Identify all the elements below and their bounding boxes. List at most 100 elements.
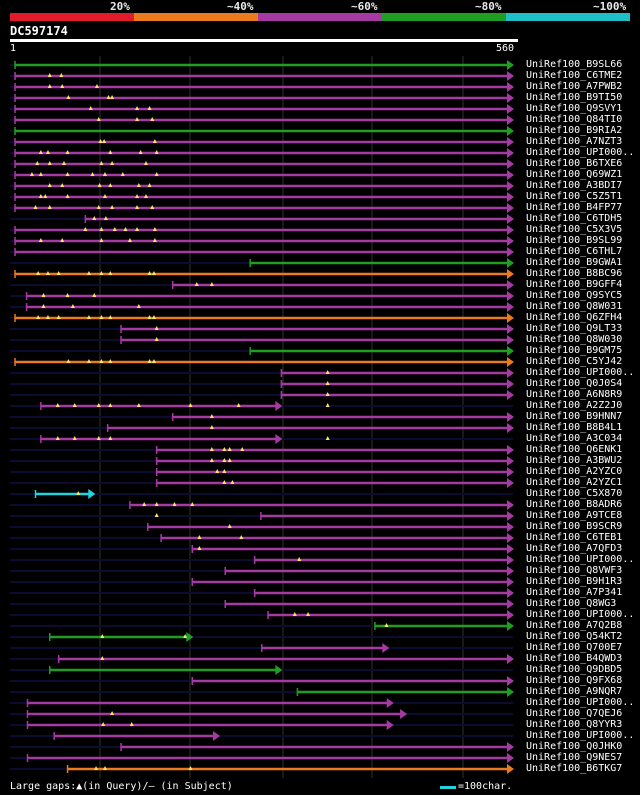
hit-link[interactable]: UniRef100_UPI000..: [526, 609, 635, 620]
hit-link[interactable]: UniRef100_C5YJ42: [526, 356, 623, 367]
query-gap-marker: [108, 403, 113, 407]
hit-link[interactable]: UniRef100_B6TXE6: [526, 158, 623, 169]
hit-link[interactable]: UniRef100_B8ADR6: [526, 499, 623, 510]
hit-link[interactable]: UniRef100_B9RIA2: [526, 125, 623, 136]
query-gap-marker: [72, 403, 77, 407]
hit-link[interactable]: UniRef100_A3BDI7: [526, 180, 623, 191]
hit-link[interactable]: UniRef100_Q9DBD5: [526, 664, 623, 675]
hit-link[interactable]: UniRef100_B4QWD3: [526, 653, 623, 664]
query-gap-marker: [100, 656, 105, 660]
hit-link[interactable]: UniRef100_Q6ENK1: [526, 444, 623, 455]
query-gap-marker: [43, 194, 48, 198]
hit-link[interactable]: UniRef100_Q8WG3: [526, 598, 617, 609]
hit-link[interactable]: UniRef100_A9NQR7: [526, 686, 623, 697]
hit-link[interactable]: UniRef100_UPI000..: [526, 367, 635, 378]
hit-link[interactable]: UniRef100_Q700E7: [526, 642, 623, 653]
hit-link[interactable]: UniRef100_B8BC96: [526, 268, 623, 279]
hit-link[interactable]: UniRef100_Q9LT33: [526, 323, 623, 334]
query-gap-marker: [120, 172, 125, 176]
hit-link[interactable]: UniRef100_Q0JHK0: [526, 741, 623, 752]
query-gap-marker: [108, 436, 113, 440]
hit-link[interactable]: UniRef100_Q84TI0: [526, 114, 623, 125]
query-gap-marker: [110, 711, 115, 715]
hit-link[interactable]: UniRef100_C6TDH5: [526, 213, 623, 224]
query-gap-marker: [136, 304, 141, 308]
hit-link[interactable]: UniRef100_B9SL99: [526, 235, 623, 246]
hit-link[interactable]: UniRef100_A7P341: [526, 587, 623, 598]
hit-end-arrow: [386, 720, 394, 730]
hit-link[interactable]: UniRef100_A2YZC1: [526, 477, 623, 488]
hit-link[interactable]: UniRef100_UPI000..: [526, 730, 635, 741]
hit-link[interactable]: UniRef100_B9HNN7: [526, 411, 623, 422]
hit-link[interactable]: UniRef100_A7PWB2: [526, 81, 623, 92]
hit-link[interactable]: UniRef100_Q8YYR3: [526, 719, 623, 730]
hit-link[interactable]: UniRef100_C5X3V5: [526, 224, 623, 235]
hit-link[interactable]: UniRef100_A9TCE8: [526, 510, 623, 521]
hit-link[interactable]: UniRef100_Q9SVY1: [526, 103, 623, 114]
hit-link[interactable]: UniRef100_Q8W031: [526, 301, 623, 312]
hit-end-arrow: [507, 368, 514, 378]
hit-link[interactable]: UniRef100_B6TKG7: [526, 763, 623, 774]
hit-link[interactable]: UniRef100_UPI000..: [526, 554, 635, 565]
hit-link[interactable]: UniRef100_UPI000..: [526, 697, 635, 708]
hit-link[interactable]: UniRef100_A7Q2B8: [526, 620, 623, 631]
hit-link[interactable]: UniRef100_A7NZT3: [526, 136, 623, 147]
hit-link[interactable]: UniRef100_Q9SYC5: [526, 290, 623, 301]
hit-link[interactable]: UniRef100_Q9FX68: [526, 675, 623, 686]
hit-link[interactable]: UniRef100_A3BWU2: [526, 455, 623, 466]
hit-link[interactable]: UniRef100_Q9NES7: [526, 752, 623, 763]
hit-link[interactable]: UniRef100_UPI000..: [526, 147, 635, 158]
hit-link[interactable]: UniRef100_C5X870: [526, 488, 623, 499]
query-gap-marker: [66, 95, 71, 99]
hit-link[interactable]: UniRef100_Q69WZ1: [526, 169, 623, 180]
hit-link[interactable]: UniRef100_Q8W030: [526, 334, 623, 345]
hit-link[interactable]: UniRef100_B4FP77: [526, 202, 623, 213]
query-gap-marker: [97, 183, 102, 187]
query-gap-marker: [60, 84, 65, 88]
hit-end-arrow: [507, 478, 514, 488]
hit-end-arrow: [507, 159, 514, 169]
hit-link[interactable]: UniRef100_Q0J0S4: [526, 378, 623, 389]
hit-link[interactable]: UniRef100_A6N8R9: [526, 389, 623, 400]
hit-link[interactable]: UniRef100_B9GM75: [526, 345, 623, 356]
query-gap-marker: [76, 491, 81, 495]
hit-link[interactable]: UniRef100_C6TME2: [526, 70, 623, 81]
hit-link[interactable]: UniRef100_C6THL7: [526, 246, 623, 257]
hit-link[interactable]: UniRef100_C5Z5T1: [526, 191, 623, 202]
query-gap-marker: [102, 766, 107, 770]
hit-link[interactable]: UniRef100_A2Z2J0: [526, 400, 623, 411]
query-gap-marker: [99, 271, 104, 275]
hit-link[interactable]: UniRef100_C6TEB1: [526, 532, 623, 543]
scale-segment: [382, 13, 506, 21]
query-gap-marker: [240, 447, 245, 451]
hit-link[interactable]: UniRef100_A2YZC0: [526, 466, 623, 477]
hit-end-arrow: [507, 423, 514, 433]
query-gap-marker: [136, 183, 141, 187]
hit-link[interactable]: UniRef100_B9GWA1: [526, 257, 623, 268]
hit-link[interactable]: UniRef100_Q8VWF3: [526, 565, 623, 576]
hit-link[interactable]: UniRef100_Q7QEJ6: [526, 708, 623, 719]
query-gap-marker: [135, 194, 140, 198]
scale-label: ~100%: [593, 0, 627, 13]
hit-link[interactable]: UniRef100_Q54KT2: [526, 631, 623, 642]
query-gap-marker: [29, 172, 34, 176]
query-gap-marker: [110, 205, 115, 209]
hit-link[interactable]: UniRef100_B9H1R3: [526, 576, 623, 587]
query-gap-marker: [325, 381, 330, 385]
hit-link[interactable]: UniRef100_Q6ZFH4: [526, 312, 623, 323]
hit-link[interactable]: UniRef100_B8B4L1: [526, 422, 623, 433]
hit-end-arrow: [507, 390, 514, 400]
hit-link[interactable]: UniRef100_B9SL66: [526, 59, 623, 70]
query-gap-marker: [88, 106, 93, 110]
query-gap-marker: [151, 359, 156, 363]
hit-link[interactable]: UniRef100_A3C034: [526, 433, 623, 444]
hit-end-arrow: [507, 500, 514, 510]
hit-link[interactable]: UniRef100_A7QFD3: [526, 543, 623, 554]
hit-link[interactable]: UniRef100_B9TI50: [526, 92, 623, 103]
hit-link[interactable]: UniRef100_B9GFF4: [526, 279, 623, 290]
hit-link[interactable]: UniRef100_B9SCR9: [526, 521, 623, 532]
hit-end-arrow: [507, 313, 514, 323]
hit-end-arrow: [275, 665, 283, 675]
query-gap-marker: [65, 172, 70, 176]
hit-end-arrow: [507, 544, 514, 554]
